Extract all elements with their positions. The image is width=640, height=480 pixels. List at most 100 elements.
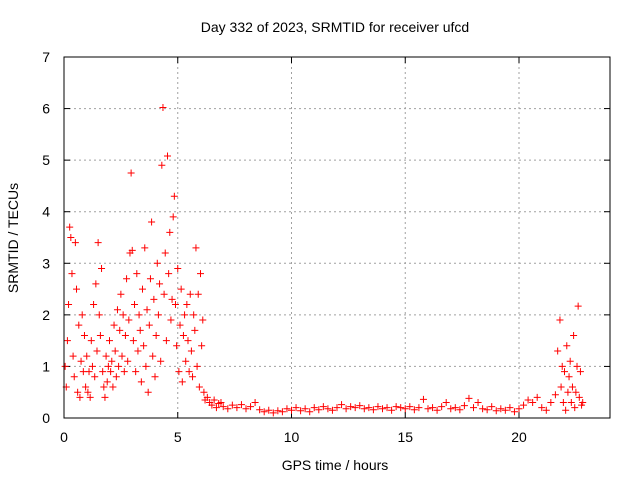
- data-point: [112, 373, 120, 381]
- data-point: [115, 362, 123, 370]
- data-point: [572, 388, 580, 396]
- data-point: [564, 388, 572, 396]
- data-point: [68, 270, 76, 278]
- data-point: [410, 406, 418, 414]
- data-point: [92, 280, 100, 288]
- data-point: [510, 408, 518, 416]
- data-point: [247, 403, 255, 411]
- data-point: [195, 383, 203, 391]
- x-tick-label: 20: [511, 429, 527, 445]
- data-point: [69, 352, 77, 360]
- data-point: [132, 368, 140, 376]
- data-point: [265, 406, 273, 414]
- data-point: [136, 326, 144, 334]
- data-point: [144, 388, 152, 396]
- data-point: [190, 311, 198, 319]
- data-point: [98, 264, 106, 272]
- data-point: [91, 373, 99, 381]
- data-point: [568, 383, 576, 391]
- data-point: [102, 352, 110, 360]
- data-point: [135, 311, 143, 319]
- data-point: [156, 280, 164, 288]
- data-point: [333, 404, 341, 412]
- data-point: [561, 368, 568, 376]
- y-tick-label: 3: [42, 255, 50, 271]
- data-point: [288, 406, 295, 414]
- data-point: [198, 342, 206, 350]
- data-point: [185, 368, 193, 376]
- data-point: [176, 321, 184, 329]
- data-point: [167, 316, 175, 324]
- data-point: [351, 404, 359, 412]
- data-point: [328, 406, 336, 414]
- data-point: [153, 259, 161, 267]
- data-point: [65, 301, 73, 309]
- data-point: [96, 331, 104, 339]
- data-point: [219, 403, 227, 411]
- data-point: [419, 395, 427, 403]
- y-tick-label: 2: [42, 307, 50, 323]
- data-point: [118, 352, 126, 360]
- data-point: [570, 331, 578, 339]
- data-point: [447, 405, 455, 413]
- data-point: [529, 399, 537, 407]
- data-point: [128, 246, 136, 254]
- data-point: [401, 405, 409, 413]
- data-point: [148, 218, 156, 226]
- data-point: [424, 405, 432, 413]
- data-point: [138, 285, 146, 293]
- data-point: [95, 311, 103, 319]
- data-point: [123, 275, 131, 283]
- data-point: [538, 404, 546, 412]
- data-point: [70, 373, 78, 381]
- data-point: [109, 383, 117, 391]
- data-point: [161, 249, 169, 257]
- data-point: [199, 316, 207, 324]
- data-point: [168, 295, 176, 303]
- data-point: [63, 337, 71, 345]
- data-point: [542, 406, 550, 414]
- data-point: [162, 337, 170, 345]
- data-point: [113, 306, 121, 314]
- data-point: [212, 404, 220, 412]
- data-point: [93, 347, 101, 355]
- data-point: [347, 403, 355, 411]
- data-point: [171, 301, 179, 309]
- data-point: [233, 404, 241, 412]
- data-point: [170, 192, 178, 200]
- data-point: [392, 403, 400, 411]
- data-point: [497, 405, 505, 413]
- data-point: [374, 403, 382, 411]
- data-point: [108, 357, 116, 365]
- data-point: [124, 357, 132, 365]
- data-point: [406, 403, 414, 411]
- data-point: [120, 368, 128, 376]
- data-point: [179, 331, 187, 339]
- data-point: [111, 347, 119, 355]
- data-point: [169, 213, 177, 221]
- data-point: [324, 405, 332, 413]
- data-point: [146, 275, 154, 283]
- data-point: [433, 406, 441, 414]
- data-point: [574, 302, 582, 310]
- data-point: [71, 239, 79, 247]
- data-point: [177, 285, 185, 293]
- data-point: [269, 409, 277, 417]
- data-point: [142, 362, 150, 370]
- y-tick-label: 7: [42, 49, 50, 65]
- data-point: [217, 399, 225, 407]
- data-point: [85, 368, 93, 376]
- data-point: [73, 285, 81, 293]
- data-point: [342, 405, 350, 413]
- y-tick-label: 4: [42, 204, 50, 220]
- data-point: [193, 362, 201, 370]
- data-point: [119, 311, 127, 319]
- data-point: [194, 290, 202, 298]
- data-point: [442, 399, 450, 407]
- data-point: [565, 373, 573, 381]
- data-point: [164, 152, 172, 160]
- data-point: [137, 378, 145, 386]
- data-point: [197, 270, 204, 278]
- data-point: [251, 399, 259, 407]
